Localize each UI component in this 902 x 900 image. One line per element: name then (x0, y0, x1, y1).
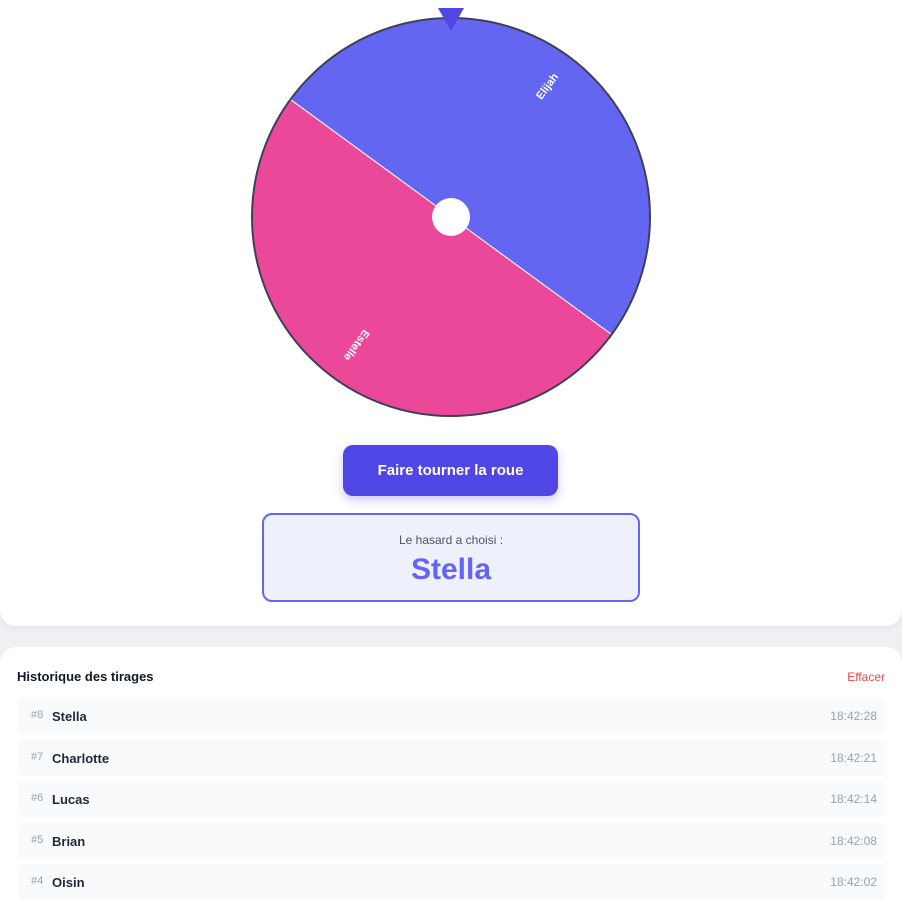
history-row: #5 Brian 18:42:08 (17, 822, 885, 859)
entry-index: #8 (31, 709, 44, 721)
history-row: #8 Stella 18:42:28 (17, 698, 885, 734)
entry-time: 18:42:08 (830, 833, 877, 848)
history-card: Historique des tirages Effacer #8 Stella 1… (0, 647, 902, 900)
entry-index: #5 (31, 833, 44, 846)
result-caption: Le hasard a choisi : (398, 533, 504, 547)
entry-index: #4 (31, 875, 44, 887)
entry-time: 18:42:14 (830, 792, 877, 806)
spin-button[interactable]: Faire tourner la roue (343, 445, 558, 496)
history-title: Historique des tirages (17, 669, 154, 684)
entry-name: Lucas (52, 792, 90, 807)
entry-index: #7 (31, 750, 44, 763)
entry-name: Oisin (52, 875, 85, 890)
wheel-hub (432, 198, 470, 236)
result-winner: Stella (410, 553, 492, 586)
history-row: #4 Oisin 18:42:02 (17, 864, 885, 900)
entry-time: 18:42:28 (830, 709, 877, 723)
history-row: #7 Charlotte 18:42:21 (17, 739, 885, 776)
entry-index: #6 (31, 792, 44, 804)
entry-time: 18:42:21 (830, 750, 877, 765)
entry-time: 18:42:02 (830, 875, 877, 889)
entry-name: Stella (52, 709, 87, 724)
clear-button[interactable]: Effacer (847, 670, 885, 684)
pointer (438, 8, 464, 31)
result-box: Le hasard a choisi : Stella (262, 513, 640, 602)
wheel-card: Elijah Estelle Faire tourner la roue Le h… (0, 0, 902, 626)
entry-name: Brian (52, 833, 86, 849)
entry-name: Charlotte (52, 750, 110, 766)
history-row: #6 Lucas 18:42:14 (17, 781, 885, 817)
